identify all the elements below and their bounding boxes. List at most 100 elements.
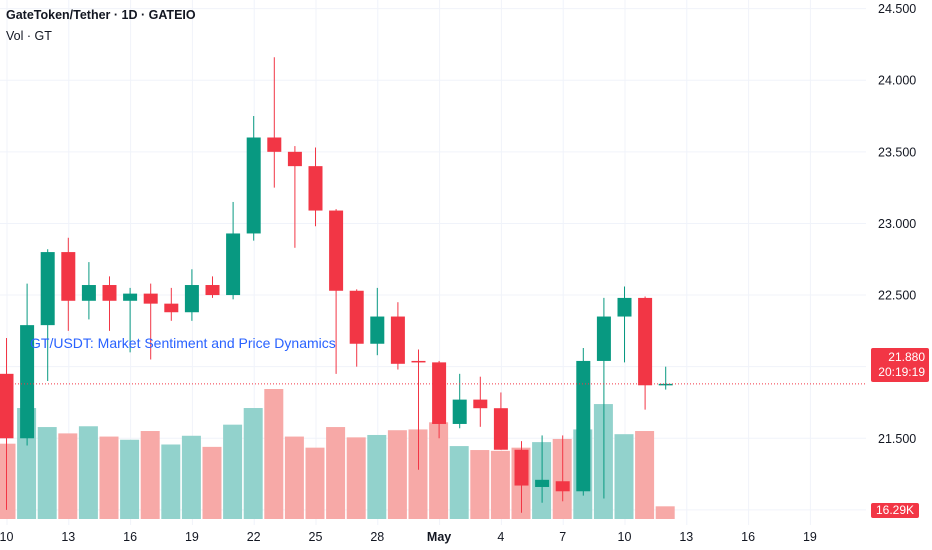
candle [20,283,35,446]
time-tick-label: 13 [679,530,693,544]
candle-body [287,151,302,167]
volume-bar [449,446,469,519]
candle-body [473,399,488,409]
candle-body [184,285,199,313]
last-volume-badge: 16.29K [871,503,919,518]
volume-bar [161,444,181,519]
candle [40,249,55,381]
time-tick-label: 13 [61,530,75,544]
candle-body [246,137,261,234]
price-tick-label: 23.500 [878,145,916,159]
time-tick-label: 19 [803,530,817,544]
candle-body [432,362,447,424]
time-tick-label: 4 [497,530,504,544]
candle [123,287,138,353]
candle-body [164,303,179,313]
candle [61,237,76,331]
candle [596,297,611,499]
volume-bar [614,434,634,519]
volume-bar [120,439,140,519]
volume-bar [78,426,98,519]
idea-title: GT/USDT: Market Sentiment and Price Dyna… [30,335,336,351]
candle [555,435,570,502]
time-axis[interactable]: 10 13 16 19 22 25 28 May 4 7 10 13 16 19 [0,530,817,544]
time-tick-label: 7 [559,530,566,544]
price-tick-label: 23.000 [878,217,916,231]
candle-body [452,399,467,424]
candle [535,435,550,503]
candle-body [143,293,158,304]
time-tick-label: May [427,530,451,544]
volume-bar [305,447,325,519]
candle [246,116,261,241]
candle-body [576,360,591,492]
candle-body [267,137,282,152]
candle-body [205,285,220,296]
volume-bar [223,424,243,519]
time-tick-label: 16 [123,530,137,544]
time-tick-label: 28 [370,530,384,544]
candle [267,57,282,188]
candle-body [390,316,405,364]
volume-legend[interactable]: Vol · GT [6,29,52,43]
volume-bar [429,422,449,519]
candle [349,289,364,367]
volume-bar [408,429,428,519]
candle [184,269,199,321]
volume-bar [470,450,490,519]
candle [452,373,467,429]
last-price-badge: 21.880 20:19:19 [871,348,929,382]
candlesticks [0,57,673,513]
volume-bar [99,436,119,519]
last-price-value: 21.880 [888,350,925,364]
bar-countdown: 20:19:19 [878,365,925,379]
candle [164,287,179,321]
price-tick-label: 22.500 [878,289,916,303]
candle [658,366,673,390]
price-tick-label: 24.500 [878,2,916,16]
symbol-legend[interactable]: GateToken/Tether · 1D · GATEIO [6,8,196,22]
candle [0,338,14,510]
volume-bar [284,436,304,519]
candle [576,348,591,496]
volume-bars [0,389,675,519]
time-tick-label: 22 [247,530,261,544]
volume-bar [326,427,346,519]
candle-body [329,210,344,291]
candle-body [61,252,76,301]
candle-body [638,297,653,386]
candle-body [123,293,138,301]
candle-body [617,297,632,317]
time-tick-label: 10 [618,530,632,544]
time-tick-label: 19 [185,530,199,544]
price-tick-label: 24.000 [878,74,916,88]
candle-body [493,408,508,450]
candle-body [658,383,673,386]
candle [473,376,488,427]
candle [493,392,508,450]
candle [638,296,653,410]
candle [205,276,220,298]
volume-bar [490,450,510,519]
volume-bar [367,434,387,519]
candle-body [535,479,550,487]
candle-body [0,373,14,439]
volume-bar [264,389,284,519]
candle [411,349,426,470]
time-tick-label: 16 [741,530,755,544]
candle [308,147,323,227]
volume-bar [387,430,407,519]
volume-bar [181,435,201,519]
candle-body [514,449,529,486]
candle-body [555,481,570,492]
candle-body [226,233,241,296]
candle-body [20,325,35,439]
candle [514,441,529,513]
volume-bar [655,506,675,519]
price-axis[interactable]: 24.50024.00023.50023.00022.50022.00021.5… [878,2,916,517]
volume-bar [0,443,16,519]
candle-body [102,285,117,301]
candle-body [349,290,364,344]
price-tick-label: 21.500 [878,432,916,446]
